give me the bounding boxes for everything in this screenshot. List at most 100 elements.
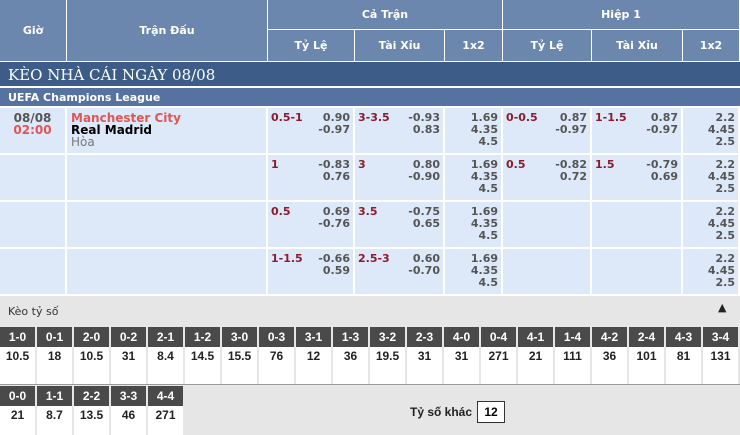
score-odds[interactable]: 46 [111, 406, 148, 435]
odds-value[interactable]: 4.5 [478, 182, 499, 195]
odds-value[interactable]: 4.35 [470, 170, 498, 183]
h1-handicap-cell[interactable] [503, 202, 592, 249]
odds-value[interactable]: -0.97 [646, 123, 678, 136]
score-odds[interactable]: 36 [333, 347, 370, 385]
score-odds[interactable]: 31 [407, 347, 444, 385]
score-option[interactable]: 3-2 19.5 [370, 327, 407, 385]
score-option[interactable]: 3-4 131 [703, 327, 740, 385]
score-odds[interactable]: 8.4 [148, 347, 185, 385]
odds-value[interactable]: 4.5 [478, 276, 499, 289]
odds-value[interactable]: 0.65 [412, 217, 440, 230]
odds-value[interactable]: 4.35 [470, 217, 498, 230]
odds-value[interactable]: -0.82 [555, 158, 587, 171]
odds-value[interactable]: 0.69 [322, 205, 350, 218]
score-odds[interactable]: 15.5 [222, 347, 259, 385]
odds-value[interactable]: 4.5 [478, 229, 499, 242]
odds-value[interactable]: 1.69 [470, 252, 498, 265]
odds-value[interactable]: -0.70 [408, 264, 440, 277]
score-option[interactable]: 0-1 18 [37, 327, 74, 385]
score-odds[interactable]: 271 [481, 347, 518, 385]
score-option[interactable]: 3-0 15.5 [222, 327, 259, 385]
score-odds[interactable]: 31 [111, 347, 148, 385]
odds-value[interactable]: 4.45 [707, 170, 735, 183]
ft-handicap-cell[interactable]: 0.5 0.69 -0.76 [268, 202, 355, 249]
odds-value[interactable]: 0.80 [412, 158, 440, 171]
score-option[interactable]: 1-4 111 [555, 327, 592, 385]
odds-value[interactable]: 0.72 [559, 170, 587, 183]
score-odds[interactable]: 12 [296, 347, 333, 385]
odds-value[interactable]: 4.45 [707, 217, 735, 230]
score-odds[interactable]: 101 [629, 347, 666, 385]
score-odds[interactable]: 31 [444, 347, 481, 385]
ft-overunder-cell[interactable]: 2.5-3 0.60 -0.70 [355, 249, 445, 296]
score-odds[interactable]: 271 [148, 406, 185, 435]
score-option[interactable]: 3-3 46 [111, 386, 148, 435]
odds-value[interactable]: 4.5 [478, 135, 499, 148]
odds-value[interactable]: 2.2 [715, 158, 736, 171]
ft-handicap-cell[interactable]: 1-1.5 -0.66 0.59 [268, 249, 355, 296]
h1-1x2-cell[interactable]: 2.2 4.45 2.5 [683, 108, 740, 155]
h1-1x2-cell[interactable]: 2.2 4.45 2.5 [683, 155, 740, 202]
odds-value[interactable]: 0.60 [412, 252, 440, 265]
ft-overunder-cell[interactable]: 3-3.5 -0.93 0.83 [355, 108, 445, 155]
h1-overunder-cell[interactable]: 1-1.5 0.87 -0.97 [592, 108, 683, 155]
score-option[interactable]: 0-0 21 [0, 386, 37, 435]
ft-overunder-cell[interactable]: 3.5 -0.75 0.65 [355, 202, 445, 249]
score-odds[interactable]: 131 [703, 347, 740, 385]
odds-value[interactable]: -0.97 [318, 123, 350, 136]
h1-overunder-cell[interactable]: 1.5 -0.79 0.69 [592, 155, 683, 202]
score-option[interactable]: 2-4 101 [629, 327, 666, 385]
odds-value[interactable]: 0.69 [650, 170, 678, 183]
h1-overunder-cell[interactable] [592, 202, 683, 249]
home-team[interactable]: Manchester City [71, 111, 181, 125]
away-team[interactable]: Real Madrid [71, 123, 153, 137]
score-odds[interactable]: 14.5 [185, 347, 222, 385]
odds-value[interactable]: 4.45 [707, 264, 735, 277]
odds-value[interactable]: 0.87 [559, 111, 587, 124]
odds-value[interactable]: -0.75 [408, 205, 440, 218]
odds-value[interactable]: 4.35 [470, 264, 498, 277]
score-option[interactable]: 4-3 81 [666, 327, 703, 385]
score-odds[interactable]: 111 [555, 347, 592, 385]
score-odds[interactable]: 21 [0, 406, 37, 435]
h1-1x2-cell[interactable]: 2.2 4.45 2.5 [683, 202, 740, 249]
score-option[interactable]: 4-1 21 [518, 327, 555, 385]
triangle-up-icon[interactable]: ▲ [718, 301, 727, 314]
score-odds[interactable]: 19.5 [370, 347, 407, 385]
match-teams[interactable]: Manchester City Real Madrid Hòa [67, 108, 268, 155]
score-odds[interactable]: 18 [37, 347, 74, 385]
odds-value[interactable]: 1.69 [470, 111, 498, 124]
score-odds[interactable]: 21 [518, 347, 555, 385]
score-option[interactable]: 0-4 271 [481, 327, 518, 385]
odds-value[interactable]: 0.87 [650, 111, 678, 124]
score-option[interactable]: 0-2 31 [111, 327, 148, 385]
h1-1x2-cell[interactable]: 2.2 4.45 2.5 [683, 249, 740, 296]
odds-value[interactable]: 2.2 [715, 205, 736, 218]
odds-value[interactable]: 2.5 [715, 135, 736, 148]
score-odds[interactable]: 36 [592, 347, 629, 385]
odds-value[interactable]: 2.5 [715, 276, 736, 289]
odds-value[interactable]: -0.76 [318, 217, 350, 230]
odds-value[interactable]: -0.93 [408, 111, 440, 124]
score-option[interactable]: 1-1 8.7 [37, 386, 74, 435]
score-odds[interactable]: 76 [259, 347, 296, 385]
score-odds[interactable]: 81 [666, 347, 703, 385]
odds-value[interactable]: -0.90 [408, 170, 440, 183]
ft-handicap-cell[interactable]: 0.5-1 0.90 -0.97 [268, 108, 355, 155]
ft-1x2-cell[interactable]: 1.69 4.35 4.5 [445, 155, 503, 202]
score-option[interactable]: 2-0 10.5 [74, 327, 111, 385]
odds-value[interactable]: 1.69 [470, 158, 498, 171]
score-option[interactable]: 2-2 13.5 [74, 386, 111, 435]
score-option[interactable]: 3-1 12 [296, 327, 333, 385]
h1-handicap-cell[interactable] [503, 249, 592, 296]
h1-handicap-cell[interactable]: 0.5 -0.82 0.72 [503, 155, 592, 202]
ft-1x2-cell[interactable]: 1.69 4.35 4.5 [445, 249, 503, 296]
score-option[interactable]: 0-3 76 [259, 327, 296, 385]
odds-value[interactable]: -0.83 [318, 158, 350, 171]
odds-value[interactable]: 0.90 [322, 111, 350, 124]
ft-1x2-cell[interactable]: 1.69 4.35 4.5 [445, 108, 503, 155]
odds-value[interactable]: 0.76 [322, 170, 350, 183]
ft-overunder-cell[interactable]: 3 0.80 -0.90 [355, 155, 445, 202]
score-option[interactable]: 1-3 36 [333, 327, 370, 385]
score-odds[interactable]: 8.7 [37, 406, 74, 435]
